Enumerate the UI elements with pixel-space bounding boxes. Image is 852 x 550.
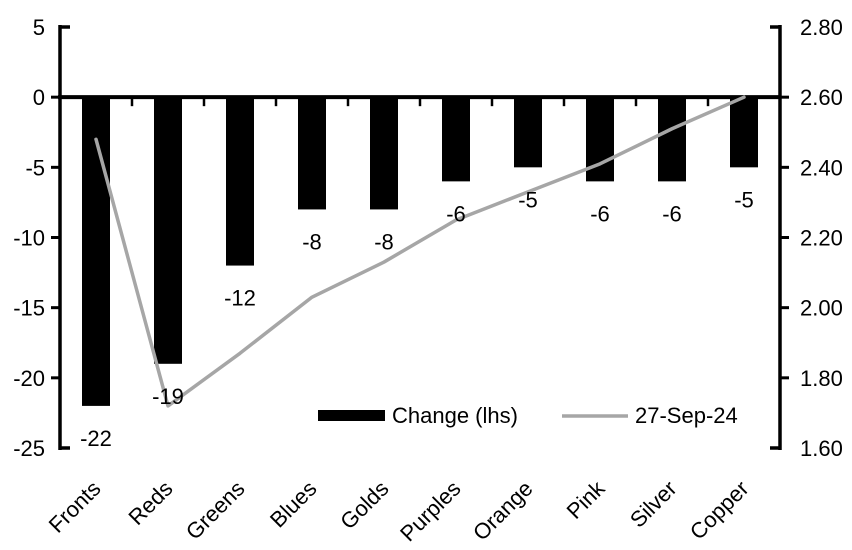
bar-value-label: -8 bbox=[302, 229, 322, 254]
right-axis-tick-label: 2.00 bbox=[800, 296, 843, 321]
category-label: Copper bbox=[685, 476, 754, 545]
legend-line-label: 27-Sep-24 bbox=[635, 403, 738, 428]
left-axis-tick-label: -15 bbox=[13, 296, 45, 321]
left-axis-tick-label: -20 bbox=[13, 366, 45, 391]
bar-value-label: -6 bbox=[590, 201, 610, 226]
bar-value-label: -6 bbox=[662, 201, 682, 226]
category-label: Silver bbox=[625, 476, 682, 533]
bar bbox=[82, 97, 110, 406]
bar bbox=[154, 97, 182, 364]
category-label: Golds bbox=[335, 476, 393, 534]
left-axis-tick-label: -25 bbox=[13, 436, 45, 461]
right-axis-tick-label: 2.40 bbox=[800, 155, 843, 180]
bar bbox=[514, 97, 542, 168]
bar-value-label: -8 bbox=[374, 229, 394, 254]
bar bbox=[658, 97, 686, 182]
category-label: Pink bbox=[562, 475, 611, 524]
left-axis-tick-label: 0 bbox=[33, 85, 45, 110]
legend-bar-label: Change (lhs) bbox=[392, 403, 518, 428]
bar-value-label: -22 bbox=[80, 426, 112, 451]
legend-bar-swatch bbox=[318, 410, 385, 421]
category-label: Orange bbox=[468, 476, 538, 546]
category-label: Blues bbox=[265, 476, 322, 533]
category-label: Fronts bbox=[44, 476, 106, 538]
bar bbox=[370, 97, 398, 210]
left-axis-tick-label: -10 bbox=[13, 226, 45, 251]
bar bbox=[442, 97, 470, 182]
right-axis-tick-label: 2.20 bbox=[800, 226, 843, 251]
left-axis-tick-label: 5 bbox=[33, 15, 45, 40]
right-axis-tick-label: 1.60 bbox=[800, 436, 843, 461]
bar-value-label: -6 bbox=[446, 201, 466, 226]
right-axis-tick-label: 2.80 bbox=[800, 15, 843, 40]
category-label: Greens bbox=[181, 476, 250, 545]
right-axis-tick-label: 2.60 bbox=[800, 85, 843, 110]
right-axis-tick-label: 1.80 bbox=[800, 366, 843, 391]
bar-value-label: -5 bbox=[518, 187, 538, 212]
bar-value-label: -19 bbox=[152, 384, 184, 409]
left-axis-tick-label: -5 bbox=[25, 155, 45, 180]
bar bbox=[226, 97, 254, 266]
bar bbox=[730, 97, 758, 168]
line-series bbox=[94, 95, 746, 408]
category-label: Reds bbox=[124, 476, 178, 530]
bar bbox=[298, 97, 326, 210]
category-label: Purples bbox=[395, 476, 465, 546]
bar-value-label: -12 bbox=[224, 286, 256, 311]
bar-value-label: -5 bbox=[734, 187, 754, 212]
